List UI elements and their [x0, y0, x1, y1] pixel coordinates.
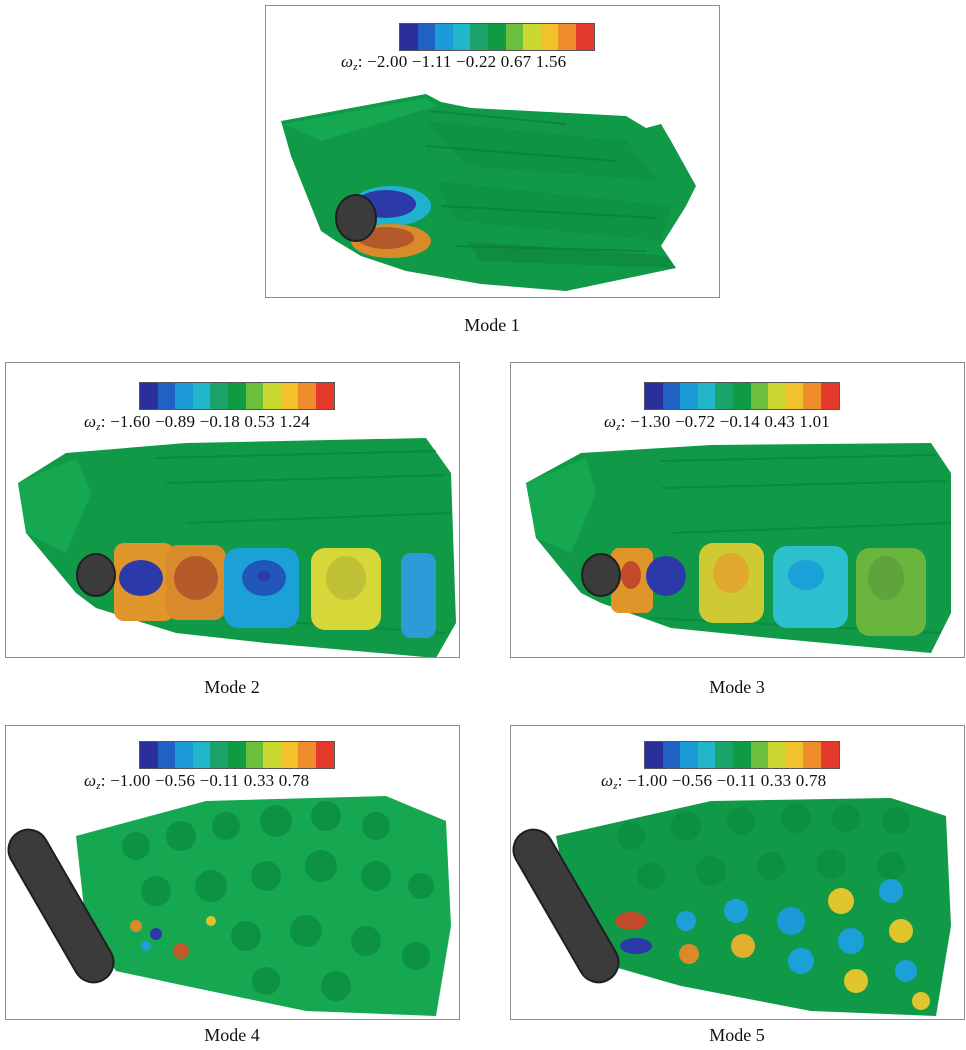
colorbar-swatch	[768, 742, 786, 768]
colorbar-swatch	[662, 383, 681, 409]
colorbar-swatch	[768, 383, 786, 409]
mode2-caption: Mode 2	[204, 677, 260, 697]
mode2-vorticity-render	[18, 438, 456, 657]
colorbar-swatch	[263, 383, 281, 409]
colorbar-swatch	[140, 742, 158, 768]
colorbar-swatch	[645, 742, 663, 768]
mode1-colorbar	[399, 23, 595, 51]
mode3-colorbar-label: ωz: −1.30 −0.72 −0.14 0.43 1.01	[604, 412, 830, 433]
colorbar-swatch	[175, 742, 193, 768]
colorbar-swatch	[227, 383, 246, 409]
mode5-colorbar-label: ωz: −1.00 −0.56 −0.11 0.33 0.78	[601, 771, 827, 792]
mode5-panel: ωz: −1.00 −0.56 −0.11 0.33 0.78	[510, 725, 965, 1020]
mode1-caption: Mode 1	[464, 315, 520, 335]
colorbar-swatch	[280, 742, 299, 768]
colorbar-swatch	[157, 742, 176, 768]
mode4-colorbar	[139, 741, 335, 769]
colorbar-swatch	[803, 383, 821, 409]
colorbar-swatch	[452, 24, 471, 50]
colorbar-swatch	[750, 742, 769, 768]
colorbar-swatch	[680, 383, 698, 409]
colorbar-swatch	[280, 383, 299, 409]
colorbar-swatch	[298, 742, 316, 768]
colorbar-swatch	[315, 742, 334, 768]
colorbar-swatch	[245, 742, 264, 768]
mode2-panel: ωz: −1.60 −0.89 −0.18 0.53 1.24	[5, 362, 460, 658]
colorbar-swatch	[540, 24, 559, 50]
colorbar-swatch	[680, 742, 698, 768]
colorbar-swatch	[435, 24, 453, 50]
mode5-vorticity-render	[512, 798, 951, 1016]
mode3-panel: ωz: −1.30 −0.72 −0.14 0.43 1.01	[510, 362, 965, 658]
colorbar-swatch	[820, 383, 839, 409]
mode4-panel: ωz: −1.00 −0.56 −0.11 0.33 0.78	[5, 725, 460, 1020]
mode4-colorbar-label: ωz: −1.00 −0.56 −0.11 0.33 0.78	[84, 771, 310, 792]
colorbar-swatch	[697, 383, 716, 409]
colorbar-swatch	[523, 24, 541, 50]
mode4-caption: Mode 4	[204, 1025, 260, 1045]
mode1-vorticity-render	[281, 94, 696, 291]
omega-symbol: ω	[604, 412, 617, 431]
colorbar-swatch	[192, 383, 211, 409]
colorbar-swatch	[470, 24, 488, 50]
mode1-panel: ωz: −2.00 −1.11 −0.22 0.67 1.56	[265, 5, 720, 298]
colorbar-swatch	[785, 383, 804, 409]
mode3-colorbar	[644, 382, 840, 410]
colorbar-swatch	[505, 24, 524, 50]
colorbar-swatch	[750, 383, 769, 409]
colorbar-swatch	[192, 742, 211, 768]
colorbar-swatch	[417, 24, 436, 50]
mode3-vorticity-render	[526, 443, 952, 653]
colorbar-swatch	[315, 383, 334, 409]
colorbar-swatch	[785, 742, 804, 768]
colorbar-swatch	[732, 383, 751, 409]
mode1-colorbar-label: ωz: −2.00 −1.11 −0.22 0.67 1.56	[341, 52, 567, 73]
colorbar-swatch	[400, 24, 418, 50]
colorbar-swatch	[575, 24, 594, 50]
colorbar-swatch	[227, 742, 246, 768]
omega-symbol: ω	[341, 52, 354, 71]
mode2-colorbar-label: ωz: −1.60 −0.89 −0.18 0.53 1.24	[84, 412, 310, 433]
mode3-caption: Mode 3	[709, 677, 765, 697]
colorbar-swatch	[645, 383, 663, 409]
colorbar-swatch	[715, 742, 733, 768]
colorbar-swatch	[157, 383, 176, 409]
colorbar-swatch	[662, 742, 681, 768]
colorbar-swatch	[298, 383, 316, 409]
colorbar-swatch	[820, 742, 839, 768]
mode5-colorbar	[644, 741, 840, 769]
mode5-caption: Mode 5	[709, 1025, 765, 1045]
colorbar-swatch	[210, 383, 228, 409]
colorbar-swatch	[697, 742, 716, 768]
colorbar-swatch	[245, 383, 264, 409]
omega-symbol: ω	[84, 771, 97, 790]
colorbar-swatch	[140, 383, 158, 409]
colorbar-swatch	[263, 742, 281, 768]
omega-symbol: ω	[84, 412, 97, 431]
colorbar-swatch	[558, 24, 576, 50]
mode2-colorbar	[139, 382, 335, 410]
colorbar-swatch	[175, 383, 193, 409]
omega-symbol: ω	[601, 771, 614, 790]
colorbar-swatch	[715, 383, 733, 409]
colorbar-swatch	[210, 742, 228, 768]
colorbar-swatch	[487, 24, 506, 50]
colorbar-swatch	[803, 742, 821, 768]
colorbar-swatch	[732, 742, 751, 768]
mode4-vorticity-render	[7, 796, 451, 1016]
